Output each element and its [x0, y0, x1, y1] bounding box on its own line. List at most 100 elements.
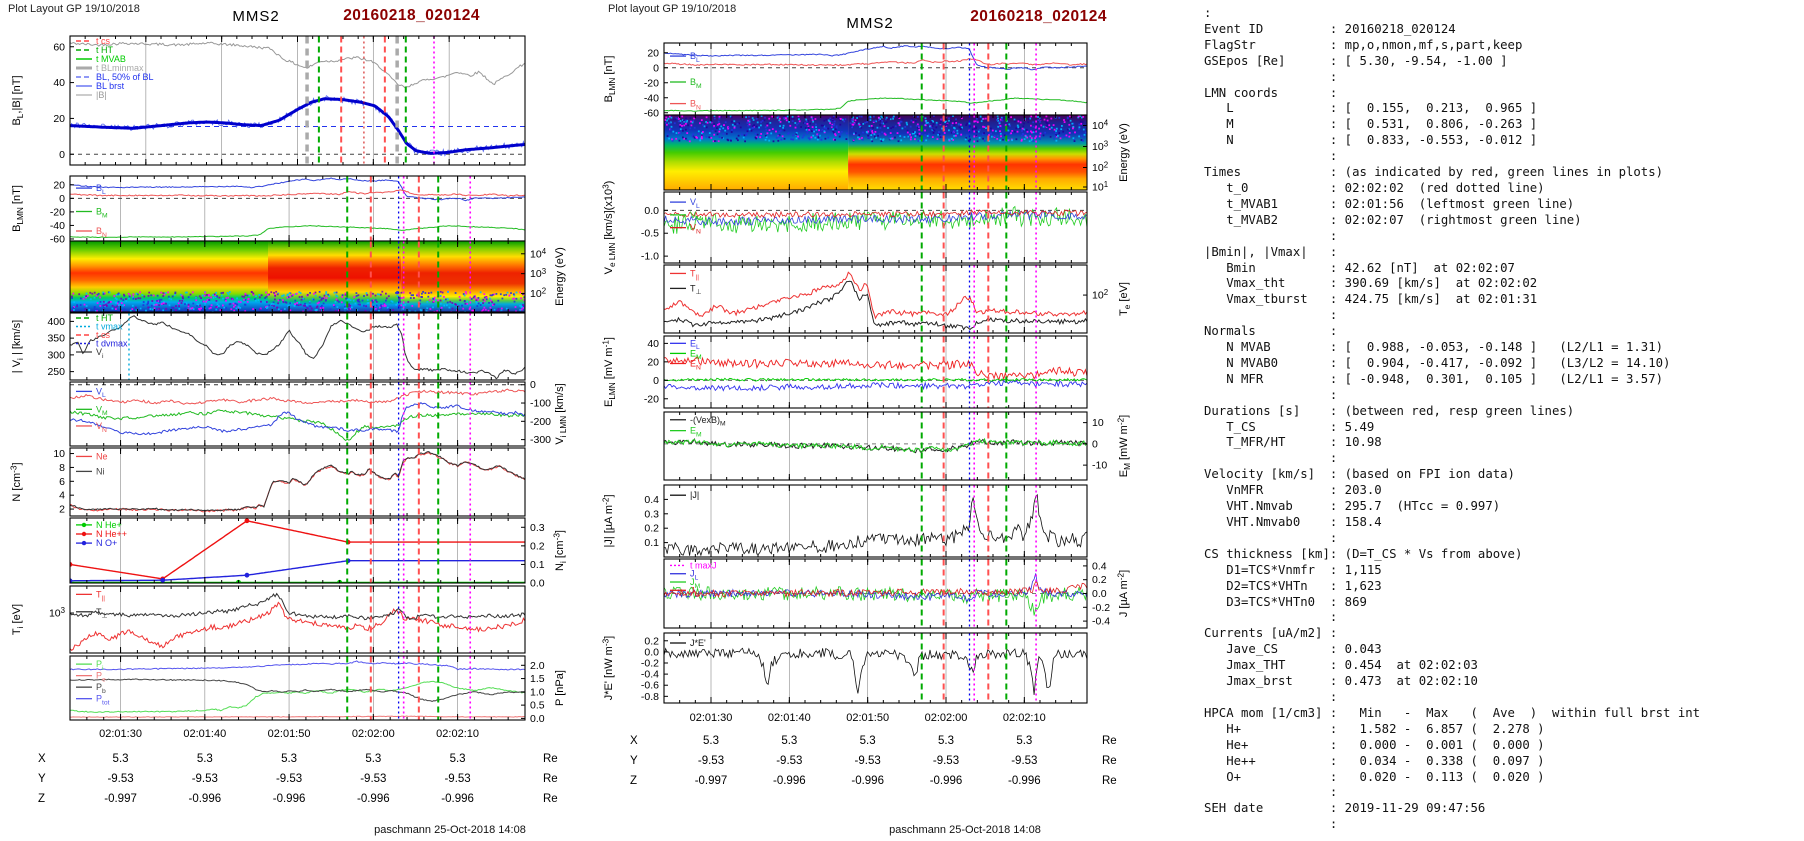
- subplot-vexb-em: 10 0 -10 EM [mW m-2] -(VexB)MEM: [663, 411, 1132, 481]
- x-tick-label: 02:01:30: [99, 728, 142, 740]
- y-tick-label: 1.0: [530, 686, 545, 698]
- legend-label: |B|: [96, 90, 107, 100]
- pos-value: -0.996: [273, 793, 306, 805]
- subplot-jdote: 0.20.0-0.2-0.4-0.6-0.8 J*E' [nW m-3] J*E': [602, 632, 1088, 704]
- pos-value: 5.3: [703, 735, 719, 747]
- series-bl: [70, 97, 525, 155]
- legend-label: T||: [96, 589, 105, 602]
- pos-value: -0.997: [104, 793, 137, 805]
- legend-label: Vi: [96, 347, 104, 360]
- legend-label: N O+: [96, 538, 117, 548]
- legend-label: T⊥: [690, 283, 702, 296]
- y-axis-title-right: EM [mW m-2]: [1117, 415, 1132, 478]
- y-tick-label: -200: [530, 416, 551, 428]
- legend-label: BL brst: [96, 81, 125, 91]
- y-axis-title-right: Ni [cm-3]: [553, 530, 568, 571]
- legend-label: t HT: [96, 313, 114, 323]
- y-axis-title: BLMN [nT]: [603, 56, 617, 103]
- pos-value: -9.53: [1011, 755, 1037, 767]
- y-tick-label: 0.1: [644, 537, 659, 549]
- x-tick-label: 02:02:00: [352, 728, 395, 740]
- y-tick-label: 20: [53, 113, 65, 125]
- subplot-ti: 103 Ti [eV] T|| T⊥: [11, 585, 526, 654]
- pos-value: -9.53: [776, 755, 802, 767]
- x-tick-label: 02:02:10: [436, 728, 479, 740]
- spectrogram-speckle: [664, 115, 1087, 143]
- legend-label: Ni: [96, 466, 105, 476]
- y-tick-label: 102: [1092, 161, 1108, 174]
- legend-label: J*E': [690, 638, 706, 648]
- y-tick-label: 0.0: [1092, 588, 1107, 600]
- legend-label: BN: [690, 99, 701, 112]
- y-axis-title: J*E' [nW m-3]: [602, 636, 615, 700]
- y-tick-label: 0: [653, 375, 659, 387]
- pos-row-label: X: [630, 735, 638, 747]
- series-bm: [664, 97, 1087, 112]
- pos-unit: Re: [543, 753, 558, 765]
- spectrogram-speckle: [71, 290, 525, 312]
- series-jn: [664, 581, 1087, 598]
- legend-label: Pi: [96, 659, 104, 672]
- y-tick-label: -10: [1092, 460, 1107, 472]
- y-axis-title: Ve LMN [km/s](x103): [602, 181, 617, 275]
- series-ne: [70, 452, 525, 513]
- pos-value: 5.3: [197, 753, 213, 765]
- y-tick-label: 0.4: [1092, 560, 1107, 572]
- pos-row-label: Y: [38, 773, 46, 785]
- series-vn: [70, 388, 525, 405]
- series-|b|: [70, 41, 525, 89]
- pos-value: 5.3: [281, 753, 297, 765]
- legend-label: JM: [690, 577, 701, 590]
- y-tick-label: 0: [653, 62, 659, 74]
- x-tick-label: 02:01:30: [690, 712, 733, 724]
- x-tick-label: 02:01:40: [183, 728, 226, 740]
- y-axis-title-right: Te [eV]: [1118, 282, 1132, 316]
- y-tick-label: 4: [59, 490, 65, 502]
- legend-label: EM: [690, 426, 702, 439]
- legend-label: VM: [690, 210, 702, 223]
- spectrogram-segment: [401, 241, 525, 312]
- y-tick-label: -1.0: [641, 251, 659, 263]
- pos-value: -0.996: [930, 775, 963, 787]
- pos-row-label: Y: [630, 755, 638, 767]
- y-tick-label: -40: [50, 220, 65, 232]
- y-tick-label: 0.0: [530, 713, 545, 725]
- series-vm: [70, 409, 525, 442]
- series-je: [664, 647, 1087, 695]
- y-tick-label: 0.3: [644, 508, 659, 520]
- pos-value: -0.996: [357, 793, 390, 805]
- y-tick-label: 0: [59, 193, 65, 205]
- legend-label: BL, 50% of BL: [96, 72, 154, 82]
- y-tick-label: 0.2: [644, 635, 659, 647]
- series-|j|: [664, 493, 1087, 557]
- series-ni: [70, 451, 525, 512]
- legend-label: t vmax: [96, 322, 123, 332]
- y-tick-label: 103: [1092, 140, 1109, 153]
- series-jm: [664, 585, 1087, 616]
- event-info-panel: : Event ID : 20160218_020124 FlagStr : m…: [1204, 6, 1804, 836]
- series-el: [664, 379, 1087, 392]
- spectrogram-segment: [268, 241, 402, 312]
- event-id: 20160218_020124: [343, 7, 480, 24]
- y-tick-label: -60: [644, 107, 659, 119]
- series-ptot: [70, 660, 525, 671]
- legend-label: VL: [690, 197, 700, 210]
- y-tick-label: -40: [644, 92, 659, 104]
- legend-label: t HT: [96, 45, 114, 55]
- pos-value: -9.53: [276, 773, 302, 785]
- series-vexbm: [664, 437, 1087, 454]
- y-tick-label: 40: [647, 338, 659, 350]
- y-tick-label: 250: [47, 366, 65, 378]
- pos-value: 5.3: [365, 753, 381, 765]
- y-tick-label: 103: [530, 267, 547, 280]
- legend-label: -(VexB)M: [690, 415, 726, 428]
- y-tick-label: -100: [530, 398, 551, 410]
- pos-unit: Re: [1102, 735, 1117, 747]
- legend-label: BN: [96, 226, 107, 239]
- legend-label: VM: [96, 404, 108, 417]
